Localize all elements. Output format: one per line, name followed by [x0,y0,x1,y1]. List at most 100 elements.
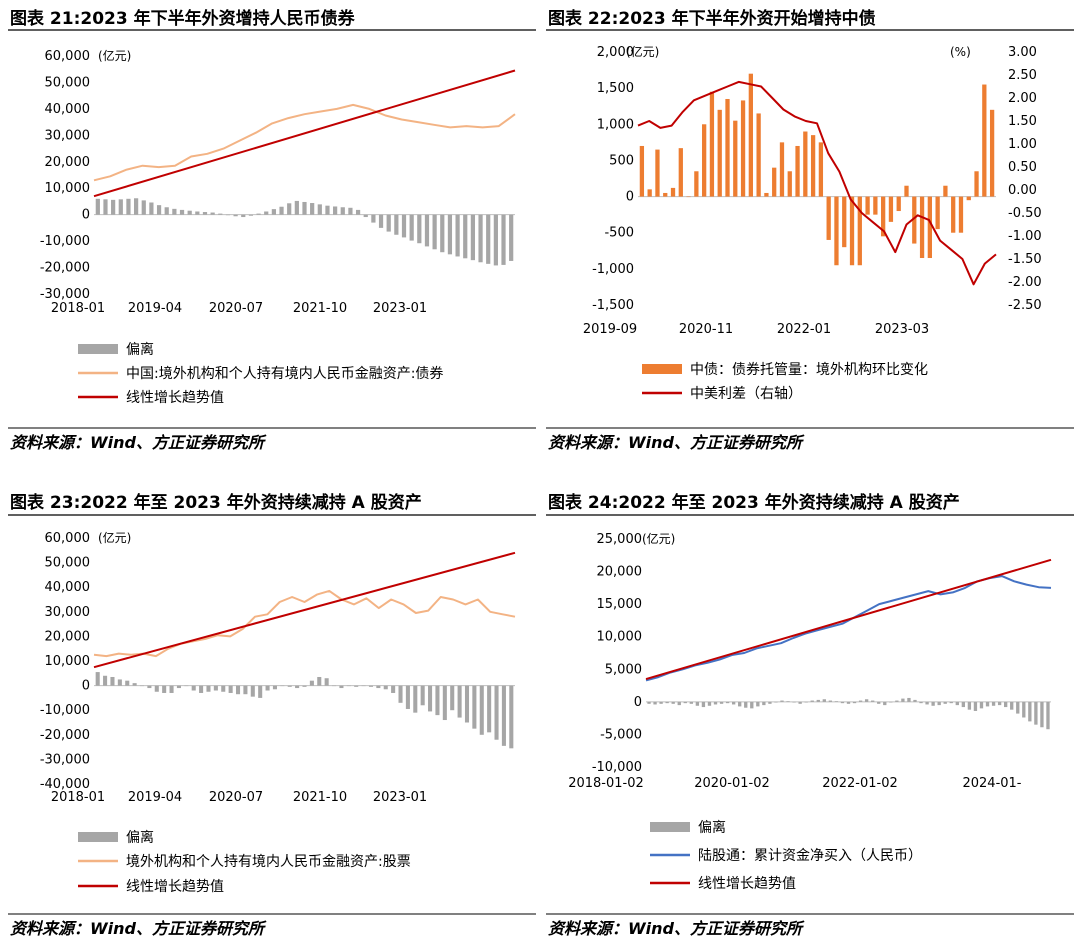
chart-svg: 资料来源：Wind、方正证券研究所 60,000 50,000 40,000 30,00… [8,29,536,452]
chart-panel-24: 图表 24:2022 年至 2023 年外资持续减持 A 股资产 资料来源：Wi… [546,472,1076,944]
y-tick-label: 40,000 [45,102,91,117]
unit-label-right: (%) [950,45,971,59]
bar [979,701,984,709]
legend-entry: 境外机构和个人持有境内人民币金融资产:股票 [126,854,411,870]
bar [779,142,785,197]
x-tick-label: 2019-04 [128,790,182,805]
bar [383,685,388,690]
bar [317,676,322,686]
bar [966,196,971,201]
y2-tick-label: 2.50 [1008,68,1037,83]
bar [265,685,270,691]
bar [871,700,875,702]
bar [371,214,376,223]
bar [195,211,200,215]
y-tick-label: 10,000 [45,654,91,669]
x-tick-label: 2023-01 [373,301,427,316]
bar [883,701,887,706]
y-tick-label: 20,000 [45,629,91,644]
bar [228,685,233,693]
bar [846,701,851,704]
bar [709,91,715,197]
bar [1028,701,1032,722]
x-tick-label: 2022-01-02 [822,776,898,791]
bar [132,683,137,686]
bar [961,701,966,708]
bar [877,701,881,704]
y-tick-label: 60,000 [45,531,91,546]
bar [803,131,808,197]
x-tick-label: 2023-01 [373,790,427,805]
bar [501,685,506,746]
bar [405,685,410,709]
chart-panel-21: 图表 21:2023 年下半年外资增持人民币债券 资料来源：Wind、方正证券研… [8,0,538,472]
y-tick-label: 30,000 [45,605,91,620]
bar [864,699,869,702]
y-tick-label: 20,000 [45,155,91,170]
bar [748,73,753,197]
bar [125,680,130,686]
bar [873,196,878,215]
bar [493,214,498,266]
bar [110,676,115,686]
bar [355,209,361,215]
y-tick-label: -10,000 [40,234,90,249]
bar [325,205,330,215]
bar [731,701,736,705]
y-tick-label: 0 [626,190,634,205]
bar [302,685,307,687]
bar [943,701,947,704]
y2-tick-label: 0.00 [1008,183,1037,198]
x-tick-label: 2018-01 [51,790,105,805]
unit-label: (亿元) [98,530,131,545]
y2-tick-label: 2.00 [1008,91,1037,106]
bar [678,148,683,197]
bar [279,206,284,215]
bar [787,171,792,197]
bar [346,685,351,687]
bar [659,701,663,704]
bar [361,685,366,687]
bar [849,196,855,266]
bar [486,214,491,264]
bar [302,201,307,215]
legend-entry: 线性增长趋势值 [126,390,224,406]
bar [199,685,204,693]
bar [147,685,152,689]
chart-title: 图表 24:2022 年至 2023 年外资持续减持 A 股资产 [548,493,960,513]
bar [907,697,911,702]
y-tick-label: -30,000 [40,287,90,302]
bar [744,701,748,708]
bar [842,196,847,248]
bar [391,685,396,693]
bar [895,700,899,702]
legend-entry: 偏离 [126,341,154,358]
x-tick-label: 2022-01 [777,322,831,337]
bar [717,109,722,197]
bar [756,701,760,707]
bar [828,700,833,702]
y-tick-label: 5,000 [605,662,642,677]
y2-tick-label: -1.00 [1008,229,1042,244]
x-tick-label: 2018-01 [51,301,105,316]
legend-entry: 偏离 [698,819,726,836]
chart-title: 图表 22:2023 年下半年外资开始增持中债 [548,9,876,29]
bar [671,701,675,704]
bar [118,199,123,215]
chart-title: 图表 21:2023 年下半年外资增持人民币债券 [10,9,355,29]
bar [176,685,181,689]
bar [340,207,345,215]
legend-entry: 中美利差（右轴） [690,386,802,402]
bar [663,192,668,197]
bar [141,200,146,215]
bar [798,701,802,704]
bar [213,685,218,691]
bar [719,701,724,704]
bar [1046,701,1050,730]
y2-tick-label: 0.50 [1008,160,1037,175]
bar [164,207,169,215]
bar [881,196,886,237]
y-tick-label: -30,000 [40,752,90,767]
bar [762,701,766,706]
bar [324,678,329,686]
